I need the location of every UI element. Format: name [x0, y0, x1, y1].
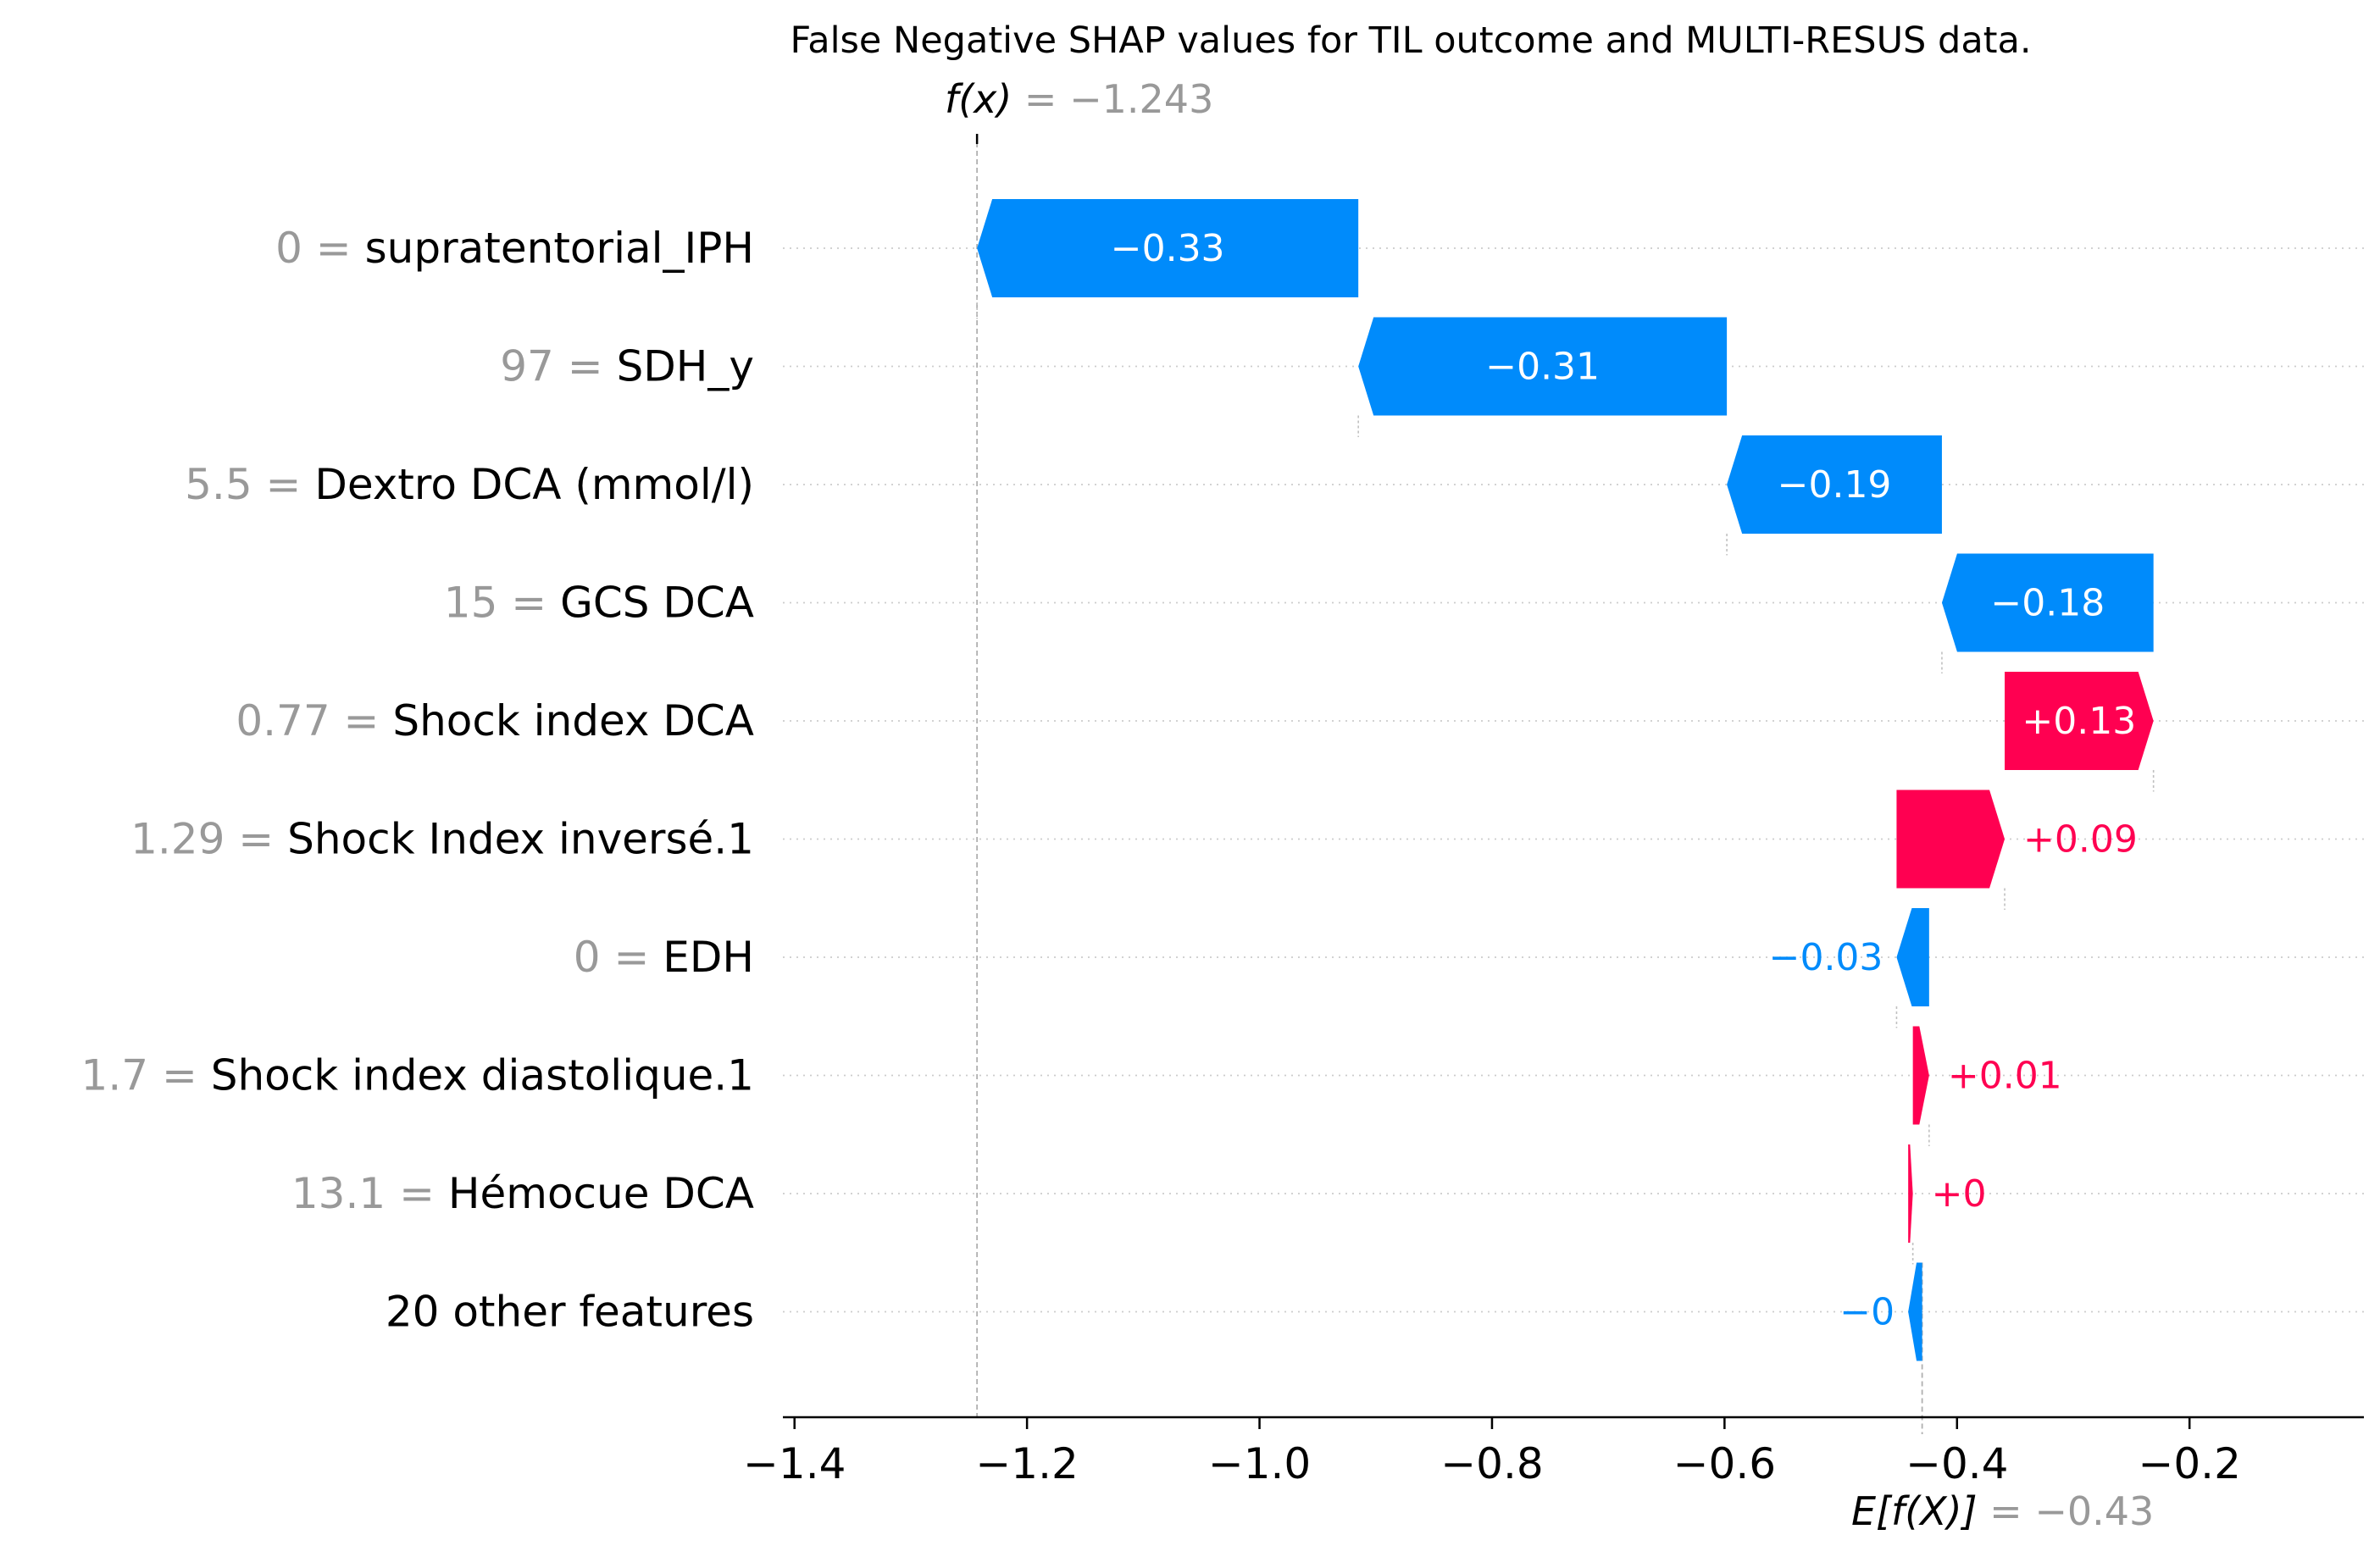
bar-value-label: −0.33: [1111, 227, 1225, 270]
feature-labels: 0 = supratentorial_IPH 97 = SDH_y 5.5 = De…: [81, 224, 754, 1337]
x-tick-label: −1.2: [975, 1439, 1078, 1488]
waterfall-bar: [1912, 1026, 1929, 1125]
feature-label: 1.7 = Shock index diastolique.1: [81, 1051, 754, 1100]
x-tick-label: −0.6: [1673, 1439, 1776, 1488]
feature-label: 5.5 = Dextro DCA (mmol/l): [185, 460, 754, 509]
feature-value: 15 =: [444, 579, 560, 628]
waterfall-bar: [977, 199, 1359, 297]
feature-name: Shock index DCA: [392, 696, 754, 745]
feature-label: 20 other features: [386, 1288, 754, 1337]
waterfall-bar: [1896, 908, 1929, 1006]
waterfall-bar: [1358, 317, 1728, 416]
feature-value: 97 =: [500, 342, 616, 391]
base-value: = −0.43: [1978, 1488, 2155, 1534]
waterfall-bar: [1908, 1144, 1913, 1243]
feature-value: 5.5 =: [185, 460, 314, 509]
fx-value: = −1.243: [1012, 76, 1213, 122]
feature-name: GCS DCA: [560, 579, 754, 628]
feature-label: 0 = supratentorial_IPH: [275, 224, 754, 273]
connector-lines: [976, 297, 2155, 1265]
feature-name: SDH_y: [617, 342, 754, 391]
feature-label: 1.29 = Shock Index inversé.1: [130, 815, 754, 864]
bar-value-label: −0.03: [1769, 936, 1883, 979]
bar-value-label: −0.18: [1990, 582, 2105, 625]
feature-label: 15 = GCS DCA: [444, 579, 754, 628]
waterfall-bar: [1941, 553, 2154, 652]
waterfall-bar: [1727, 435, 1942, 534]
bar-labels: −0.33 −0.31 −0.19 −0.18 +0.13 +0.09 −0.03 +0.01…: [1111, 227, 2138, 1334]
bar-value-label: +0: [1932, 1172, 1987, 1216]
base-annotation: E[f(X)] = −0.43: [1851, 1488, 2154, 1534]
feature-value: 0 =: [275, 224, 365, 273]
base-label: E[f(X)]: [1851, 1488, 1978, 1534]
waterfall-bar: [1896, 790, 2006, 889]
feature-label: 0 = EDH: [574, 933, 754, 982]
x-tick-label: −0.2: [2138, 1439, 2240, 1488]
x-tick-label: −0.4: [1906, 1439, 2008, 1488]
feature-value: 0 =: [574, 933, 663, 982]
fx-annotation: f(x) = −1.243: [945, 76, 1213, 122]
feature-name: Hémocue DCA: [448, 1169, 754, 1218]
feature-name: Shock index diastolique.1: [211, 1051, 754, 1100]
bar-value-label: +0.01: [1948, 1055, 2062, 1098]
bar-value-label: +0.09: [2023, 818, 2138, 862]
waterfall-bar: [1908, 1262, 1922, 1361]
feature-name: Dextro DCA (mmol/l): [314, 460, 754, 509]
bar-value-label: +0.13: [2022, 700, 2136, 743]
fx-label: f(x): [945, 76, 1012, 122]
feature-value: 1.29 =: [130, 815, 287, 864]
feature-name: Shock Index inversé.1: [287, 815, 754, 864]
bar-value-label: −0.19: [1778, 463, 1892, 507]
feature-value: 13.1 =: [291, 1169, 448, 1218]
x-axis-ticks: −1.4 −1.2 −1.0 −0.8 −0.6 −0.4 −0.2: [743, 1417, 2241, 1488]
feature-value: 0.77 =: [236, 696, 392, 745]
x-tick-label: −1.4: [743, 1439, 846, 1488]
feature-name: EDH: [663, 933, 754, 982]
bar-value-label: −0.31: [1485, 346, 1600, 389]
bar-value-label: −0: [1839, 1291, 1895, 1334]
feature-name: supratentorial_IPH: [365, 224, 754, 273]
feature-label: 97 = SDH_y: [500, 342, 754, 391]
feature-label: 0.77 = Shock index DCA: [236, 696, 754, 745]
feature-name: 20 other features: [386, 1288, 754, 1337]
chart-title: False Negative SHAP values for TIL outco…: [790, 19, 2031, 62]
x-tick-label: −1.0: [1208, 1439, 1311, 1488]
x-tick-label: −0.8: [1440, 1439, 1543, 1488]
bars: [977, 199, 2154, 1361]
feature-value: 1.7 =: [81, 1051, 211, 1100]
waterfall-bar: [2005, 672, 2154, 770]
feature-label: 13.1 = Hémocue DCA: [291, 1169, 754, 1218]
